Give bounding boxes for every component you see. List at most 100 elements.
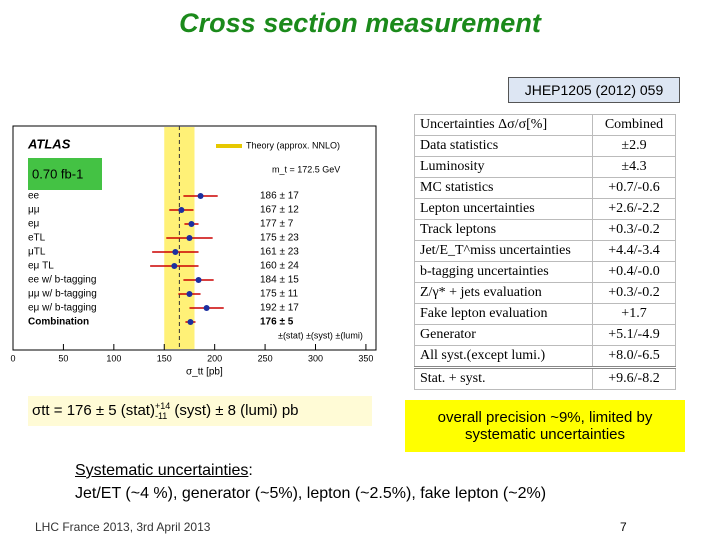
point xyxy=(187,319,194,325)
header-cell: Uncertainties Δσ/σ[%] xyxy=(414,114,593,136)
value-label: 176 ± 5 xyxy=(260,317,294,328)
experiment: ATLAS xyxy=(27,136,71,151)
mass-label: m_t = 172.5 GeV xyxy=(272,164,340,174)
header-cell: Combined xyxy=(592,114,676,136)
point xyxy=(178,207,185,213)
table-row: Track leptons +0.3/-0.2 xyxy=(414,219,676,241)
lumi-label: 0.70 fb-1 xyxy=(32,166,83,181)
row-label: Combination xyxy=(28,317,89,328)
table-cell: Z/γ* + jets evaluation xyxy=(414,282,593,304)
table-cell: +0.3/-0.2 xyxy=(592,219,676,241)
table-cell: Data statistics xyxy=(414,135,593,157)
row-label: eμ xyxy=(28,219,40,230)
uncertainty-table: Uncertainties Δσ/σ[%] Combined Data statis… xyxy=(414,114,676,390)
x-tick-label: 250 xyxy=(258,353,273,363)
table-header: Uncertainties Δσ/σ[%] Combined xyxy=(414,114,676,136)
value-label: 167 ± 12 xyxy=(260,205,299,216)
result-symbol: σtt xyxy=(32,402,50,419)
table-cell: +0.7/-0.6 xyxy=(592,177,676,199)
table-cell: Generator xyxy=(414,324,593,346)
point xyxy=(186,291,193,297)
row-label: eμ w/ b-tagging xyxy=(28,303,97,314)
value-label: 175 ± 11 xyxy=(260,289,299,300)
table-cell: b-tagging uncertainties xyxy=(414,261,593,283)
table-cell: Stat. + syst. xyxy=(414,367,593,390)
value-label: 161 ± 23 xyxy=(260,247,299,258)
systematics-text: Jet/ET (~4 %), generator (~5%), lepton (… xyxy=(75,485,547,502)
row-label: eTL xyxy=(28,233,46,244)
row-label: μμ w/ b-tagging xyxy=(28,289,97,300)
lumi-box xyxy=(28,158,102,190)
row-label: eμ TL xyxy=(28,261,54,272)
x-tick-label: 200 xyxy=(207,353,222,363)
page-number: 7 xyxy=(620,520,627,534)
table-cell: +9.6/-8.2 xyxy=(592,367,676,390)
value-label: 184 ± 15 xyxy=(260,275,299,286)
columns-label: ±(stat) ±(syst) ±(lumi) xyxy=(278,330,363,340)
table-row: All syst.(except lumi.) +8.0/-6.5 xyxy=(414,345,676,368)
theory-label: Theory (approx. NNLO) xyxy=(246,140,340,150)
table-row: Lepton uncertainties +2.6/-2.2 xyxy=(414,198,676,220)
table-row: Stat. + syst. +9.6/-8.2 xyxy=(414,367,676,390)
point xyxy=(195,277,202,283)
x-tick-label: 50 xyxy=(58,353,68,363)
table-cell: ±4.3 xyxy=(592,156,676,178)
table-row: MC statistics +0.7/-0.6 xyxy=(414,177,676,199)
table-cell: +2.6/-2.2 xyxy=(592,198,676,220)
result: σtt = 176 ± 5 (stat) +14 -11 (syst) ± 8 (l… xyxy=(28,396,372,426)
row-label: ee w/ b-tagging xyxy=(28,275,96,286)
table-cell: Jet/E_T^miss uncertainties xyxy=(414,240,593,262)
x-tick-label: 0 xyxy=(10,353,15,363)
table-cell: ±2.9 xyxy=(592,135,676,157)
precision-note: overall precision ~9%, limited by system… xyxy=(405,400,685,452)
table-cell: +0.4/-0.0 xyxy=(592,261,676,283)
table-cell: Track leptons xyxy=(414,219,593,241)
value-label: 175 ± 23 xyxy=(260,233,299,244)
table-cell: +8.0/-6.5 xyxy=(592,345,676,368)
table-row: Data statistics ±2.9 xyxy=(414,135,676,157)
x-axis-label: σ_tt [pb] xyxy=(186,367,223,378)
row-label: μTL xyxy=(28,247,46,258)
table-row: Fake lepton evaluation +1.7 xyxy=(414,303,676,325)
point xyxy=(188,221,195,227)
table-row: Luminosity ±4.3 xyxy=(414,156,676,178)
syst-range: +14 -11 xyxy=(155,401,170,421)
colon: : xyxy=(248,462,253,479)
syst-up: +14 xyxy=(154,401,171,412)
table-row: b-tagging uncertainties +0.4/-0.0 xyxy=(414,261,676,283)
table-row: Jet/E_T^miss uncertainties +4.4/-3.4 xyxy=(414,240,676,262)
x-tick-label: 300 xyxy=(308,353,323,363)
syst-down: -11 xyxy=(154,411,168,422)
slide-title: Cross section measurement xyxy=(179,8,541,38)
x-tick-label: 100 xyxy=(106,353,121,363)
table-row: Z/γ* + jets evaluation +0.3/-0.2 xyxy=(414,282,676,304)
systematics-heading: Systematic uncertainties : xyxy=(75,462,253,480)
value-label: 192 ± 17 xyxy=(260,303,299,314)
table-cell: +4.4/-3.4 xyxy=(592,240,676,262)
x-tick-label: 150 xyxy=(157,353,172,363)
table-cell: Luminosity xyxy=(414,156,593,178)
table-cell: MC statistics xyxy=(414,177,593,199)
table-cell: +0.3/-0.2 xyxy=(592,282,676,304)
point xyxy=(171,263,178,269)
point xyxy=(172,249,179,255)
x-tick-label: 350 xyxy=(358,353,373,363)
footer: LHC France 2013, 3rd April 2013 xyxy=(35,520,211,534)
table-cell: Lepton uncertainties xyxy=(414,198,593,220)
note-text: overall precision ~9%, limited by system… xyxy=(437,409,653,443)
table-cell: +5.1/-4.9 xyxy=(592,324,676,346)
reference: JHEP1205 (2012) 059 xyxy=(508,77,680,103)
table-cell: All syst.(except lumi.) xyxy=(414,345,593,368)
value-label: 160 ± 24 xyxy=(260,261,299,272)
cross-section-plot: ATLAS Theory (approx. NNLO) m_t = 172.5 Ge… xyxy=(10,125,377,378)
point xyxy=(197,193,204,199)
table-cell: +1.7 xyxy=(592,303,676,325)
row-label: μμ xyxy=(28,205,40,216)
row-label: ee xyxy=(28,191,40,202)
table-cell: Fake lepton evaluation xyxy=(414,303,593,325)
point xyxy=(203,305,210,311)
heading: Systematic uncertainties xyxy=(75,462,249,479)
result-text: = 176 ± 5 (stat) xyxy=(53,402,155,419)
value-label: 186 ± 17 xyxy=(260,191,299,202)
